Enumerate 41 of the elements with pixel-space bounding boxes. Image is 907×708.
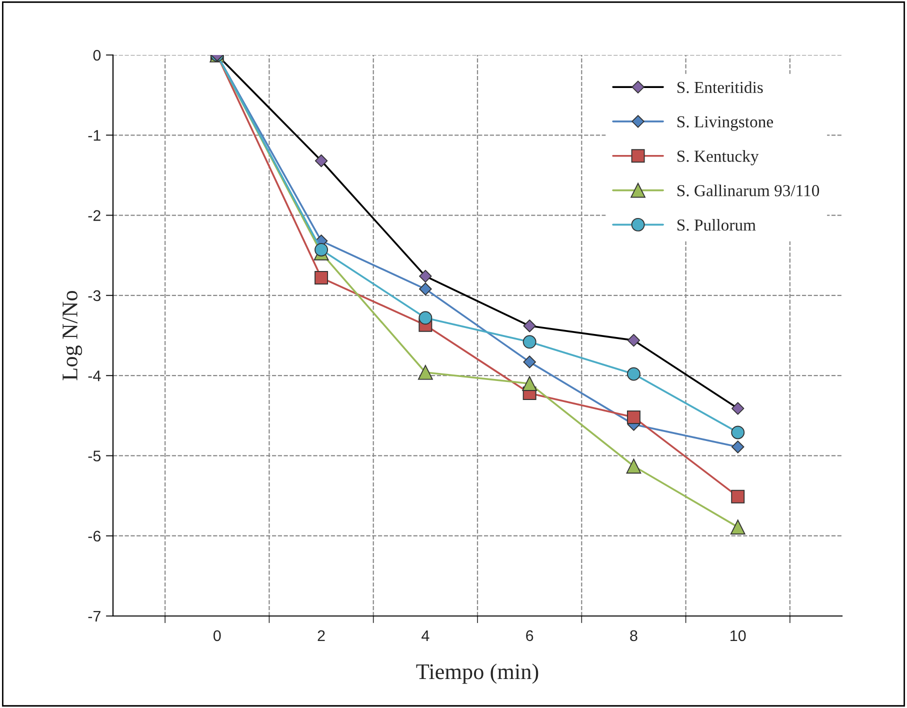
point: [731, 426, 745, 440]
x-tick-label: 0: [213, 630, 221, 642]
point: [731, 440, 744, 454]
y-tick-label: 0: [93, 50, 101, 61]
x-tick-label: 2: [318, 630, 325, 641]
y-tick-label: -3: [88, 290, 101, 302]
point: [522, 335, 536, 349]
point: [314, 154, 328, 168]
y-tick-label: -5: [88, 450, 101, 462]
point: [418, 364, 433, 380]
point: [523, 320, 536, 332]
point: [626, 410, 640, 424]
y-axis-title: Log N/No: [62, 290, 82, 380]
legend-label: S. Gallinarum 93/110: [677, 184, 820, 196]
point: [523, 356, 536, 368]
point: [419, 270, 432, 283]
y-tick-label: -1: [88, 130, 100, 141]
legend-label: S. Livingstone: [677, 116, 774, 131]
point: [731, 402, 744, 415]
x-tick-label: 10: [730, 630, 746, 642]
y-tick-label: -2: [88, 210, 100, 221]
legend-label: S. Enteritidis: [677, 81, 763, 94]
x-tick-label: 8: [630, 630, 638, 642]
point: [522, 376, 537, 392]
y-tick-label: -4: [88, 370, 101, 382]
point: [314, 271, 328, 285]
point: [418, 311, 432, 325]
legend-label: S. Kentucky: [677, 150, 759, 166]
x-tick-label: 6: [526, 630, 534, 642]
point: [314, 243, 328, 256]
y-tick-label: -7: [88, 611, 100, 622]
x-axis-title: Tiempo (min): [416, 664, 538, 684]
legend-label: S. Pullorum: [677, 218, 756, 231]
point: [730, 520, 746, 534]
x-tick-label: 4: [422, 630, 430, 641]
point: [419, 282, 432, 296]
y-tick-label: -6: [88, 530, 101, 542]
point: [626, 367, 640, 381]
point: [731, 490, 745, 504]
point: [626, 458, 642, 474]
point: [627, 334, 640, 347]
